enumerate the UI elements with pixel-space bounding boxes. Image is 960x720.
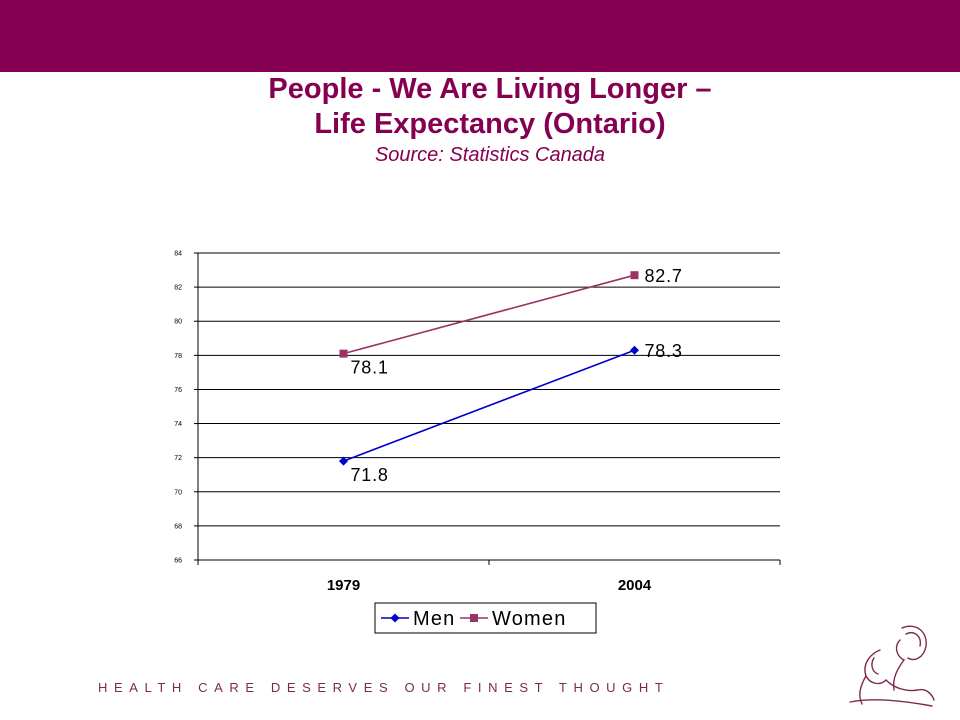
data-point-men [339,456,348,466]
y-tick-label: 82 [174,285,182,292]
y-tick-label: 70 [174,489,182,496]
slide-title-line-1: People - We Are Living Longer – [268,73,712,105]
data-label-women: 82.7 [645,266,683,286]
series-line-men [343,349,635,462]
data-label-men: 78.3 [645,341,683,361]
data-point-women [339,349,348,358]
x-tick-label: 1979 [327,577,360,594]
y-tick-label: 68 [174,523,182,530]
slide-title-line-2: Life Expectancy (Ontario) [314,108,666,140]
y-tick-label: 84 [174,251,182,258]
legend-label-women: Women [492,608,567,630]
data-point-women [630,271,639,280]
legend-marker-men [390,613,400,623]
y-tick-label: 72 [174,455,182,462]
series-line-women [343,274,635,355]
chart-legend: Men Women [374,602,597,634]
data-point-men [630,345,639,355]
mother-and-child-logo-icon [849,625,935,707]
y-tick-label: 80 [174,319,182,326]
legend-marker-women [470,614,478,622]
data-label-women: 78.1 [351,358,389,378]
y-tick-label: 78 [174,353,182,360]
chart-series [339,271,639,466]
y-tick-label: 74 [174,421,182,428]
slide-subtitle: Source: Statistics Canada [374,144,606,166]
footer-tagline: HEALTH CARE DESERVES OUR FINEST THOUGHT [98,680,670,695]
y-tick-label: 66 [174,558,182,565]
data-label-men: 71.8 [351,465,389,485]
chart-axes [194,252,781,565]
title-block: People - We Are Living Longer – Life Exp… [160,72,820,168]
y-tick-label: 76 [174,387,182,394]
x-tick-label: 2004 [618,577,652,594]
legend-label-men: Men [413,608,456,630]
chart-labels: 66 68 70 72 74 76 78 80 82 84 1979 2004 71.8 78.3 78.1… [174,251,683,595]
top-banner [0,0,960,72]
